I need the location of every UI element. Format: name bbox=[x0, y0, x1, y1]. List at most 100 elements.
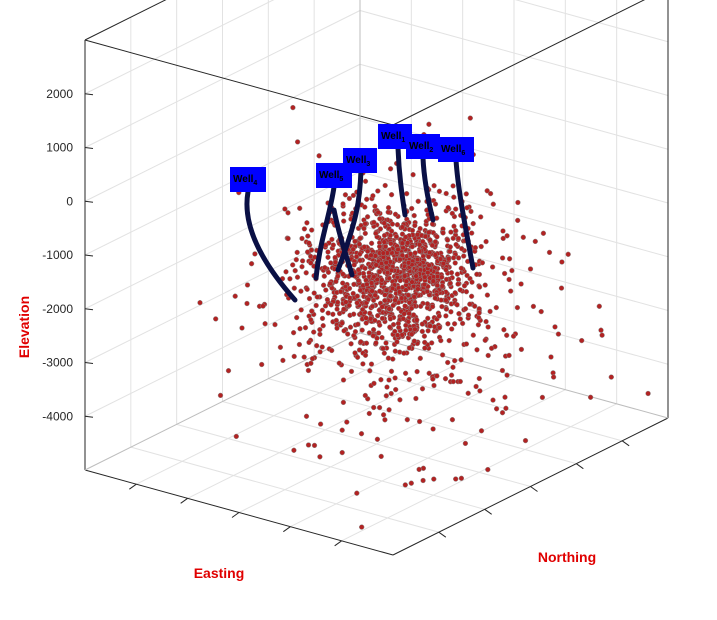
data-point bbox=[294, 249, 300, 256]
data-point bbox=[299, 258, 306, 264]
data-point bbox=[313, 302, 319, 309]
data-point bbox=[485, 352, 491, 359]
data-point bbox=[403, 278, 410, 284]
data-point bbox=[352, 238, 358, 245]
data-point bbox=[473, 383, 479, 390]
data-point bbox=[422, 339, 428, 346]
data-point bbox=[443, 267, 449, 273]
data-point bbox=[396, 289, 403, 295]
data-point bbox=[397, 277, 403, 284]
data-point bbox=[364, 214, 371, 220]
data-point bbox=[362, 352, 369, 358]
data-point bbox=[403, 234, 409, 240]
data-point bbox=[354, 293, 360, 299]
data-point bbox=[351, 262, 357, 268]
data-point bbox=[384, 384, 390, 390]
data-point bbox=[334, 306, 340, 312]
data-point bbox=[445, 205, 451, 211]
data-point bbox=[425, 315, 431, 321]
data-point bbox=[406, 300, 413, 306]
data-point bbox=[389, 221, 396, 227]
data-point bbox=[463, 191, 469, 197]
data-point bbox=[336, 360, 342, 366]
data-point bbox=[301, 354, 307, 360]
data-point bbox=[432, 239, 439, 245]
data-point bbox=[317, 421, 324, 427]
data-point bbox=[294, 314, 300, 321]
data-point bbox=[458, 265, 464, 271]
data-point bbox=[455, 235, 462, 242]
data-point bbox=[306, 339, 312, 346]
data-point bbox=[308, 317, 314, 323]
data-point bbox=[364, 253, 370, 259]
data-point bbox=[470, 332, 476, 338]
data-point bbox=[467, 301, 473, 307]
z-tick-label: -2000 bbox=[42, 302, 73, 316]
data-point bbox=[381, 220, 387, 226]
data-point bbox=[259, 361, 265, 368]
data-point bbox=[440, 261, 447, 267]
data-point bbox=[345, 331, 351, 337]
data-point bbox=[285, 235, 291, 242]
data-point bbox=[504, 233, 510, 239]
data-point bbox=[381, 350, 387, 356]
data-point bbox=[387, 324, 393, 330]
data-point bbox=[287, 276, 293, 282]
data-point bbox=[363, 340, 370, 346]
data-point bbox=[333, 317, 339, 324]
data-point bbox=[405, 319, 411, 325]
data-point bbox=[458, 475, 465, 481]
data-point bbox=[372, 253, 378, 259]
data-point bbox=[422, 233, 429, 240]
data-point bbox=[443, 313, 449, 319]
data-point bbox=[487, 190, 494, 197]
data-point bbox=[390, 321, 397, 328]
data-point bbox=[476, 284, 483, 290]
data-point bbox=[499, 367, 506, 374]
data-point bbox=[485, 324, 491, 330]
data-point bbox=[439, 303, 445, 310]
data-point bbox=[418, 303, 424, 309]
data-point bbox=[388, 267, 395, 273]
data-point bbox=[527, 266, 534, 272]
data-point bbox=[378, 453, 384, 460]
data-point bbox=[415, 286, 421, 292]
data-point bbox=[293, 257, 299, 263]
data-point bbox=[362, 204, 368, 210]
data-point bbox=[436, 188, 443, 194]
data-point bbox=[359, 327, 365, 333]
data-point bbox=[343, 299, 349, 305]
data-point bbox=[304, 249, 311, 255]
data-point bbox=[197, 300, 203, 306]
data-point bbox=[409, 331, 415, 337]
data-point bbox=[371, 380, 377, 387]
data-point bbox=[420, 477, 426, 484]
data-point bbox=[233, 433, 239, 440]
data-point bbox=[380, 412, 387, 418]
data-point bbox=[520, 234, 526, 240]
grid-line bbox=[222, 401, 531, 487]
data-point bbox=[348, 368, 355, 375]
data-point bbox=[479, 260, 486, 266]
data-point bbox=[364, 281, 370, 288]
well-label-1: Well1 bbox=[381, 131, 405, 144]
data-point bbox=[358, 431, 365, 437]
data-point bbox=[450, 235, 456, 241]
data-point bbox=[565, 251, 571, 257]
data-point bbox=[380, 345, 386, 352]
data-point bbox=[437, 256, 444, 262]
data-point bbox=[375, 330, 382, 336]
data-point bbox=[398, 295, 405, 301]
data-point bbox=[346, 195, 353, 202]
data-point bbox=[362, 392, 368, 399]
data-point bbox=[379, 334, 385, 341]
data-point bbox=[377, 322, 383, 328]
data-point bbox=[367, 368, 373, 374]
data-point bbox=[317, 331, 323, 337]
scatter-points bbox=[197, 104, 651, 530]
data-point bbox=[443, 306, 450, 312]
data-point bbox=[339, 320, 345, 326]
data-point bbox=[329, 347, 335, 354]
data-point bbox=[350, 246, 356, 252]
